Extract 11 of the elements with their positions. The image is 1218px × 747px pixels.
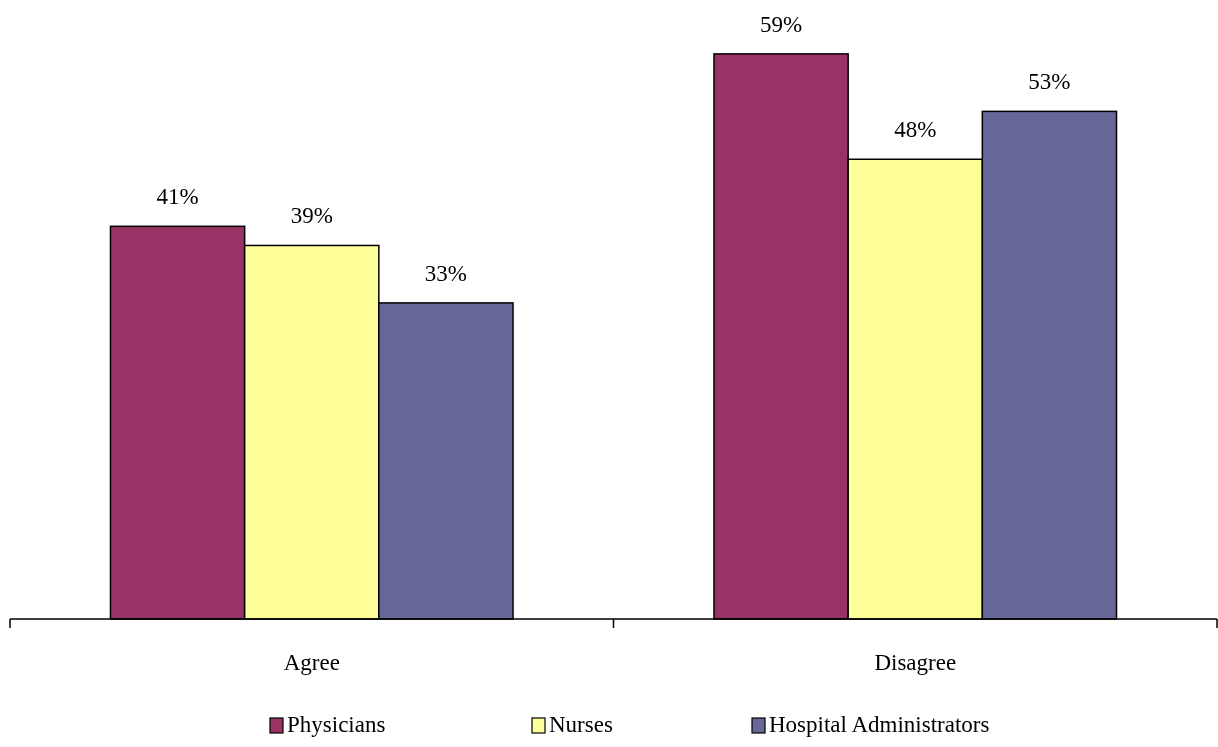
legend-label: Nurses — [549, 712, 613, 737]
legend-label: Physicians — [287, 712, 386, 737]
data-label: 53% — [1028, 69, 1071, 95]
data-label: 39% — [290, 203, 333, 229]
data-label: 33% — [424, 260, 468, 286]
data-label: 59% — [759, 11, 803, 37]
x-tick-label: Disagree — [874, 650, 957, 675]
data-label: 48% — [894, 117, 937, 143]
x-tick-label: Agree — [283, 650, 340, 675]
legend-label: Hospital Administrators — [769, 712, 990, 737]
data-label: 41% — [156, 184, 199, 210]
